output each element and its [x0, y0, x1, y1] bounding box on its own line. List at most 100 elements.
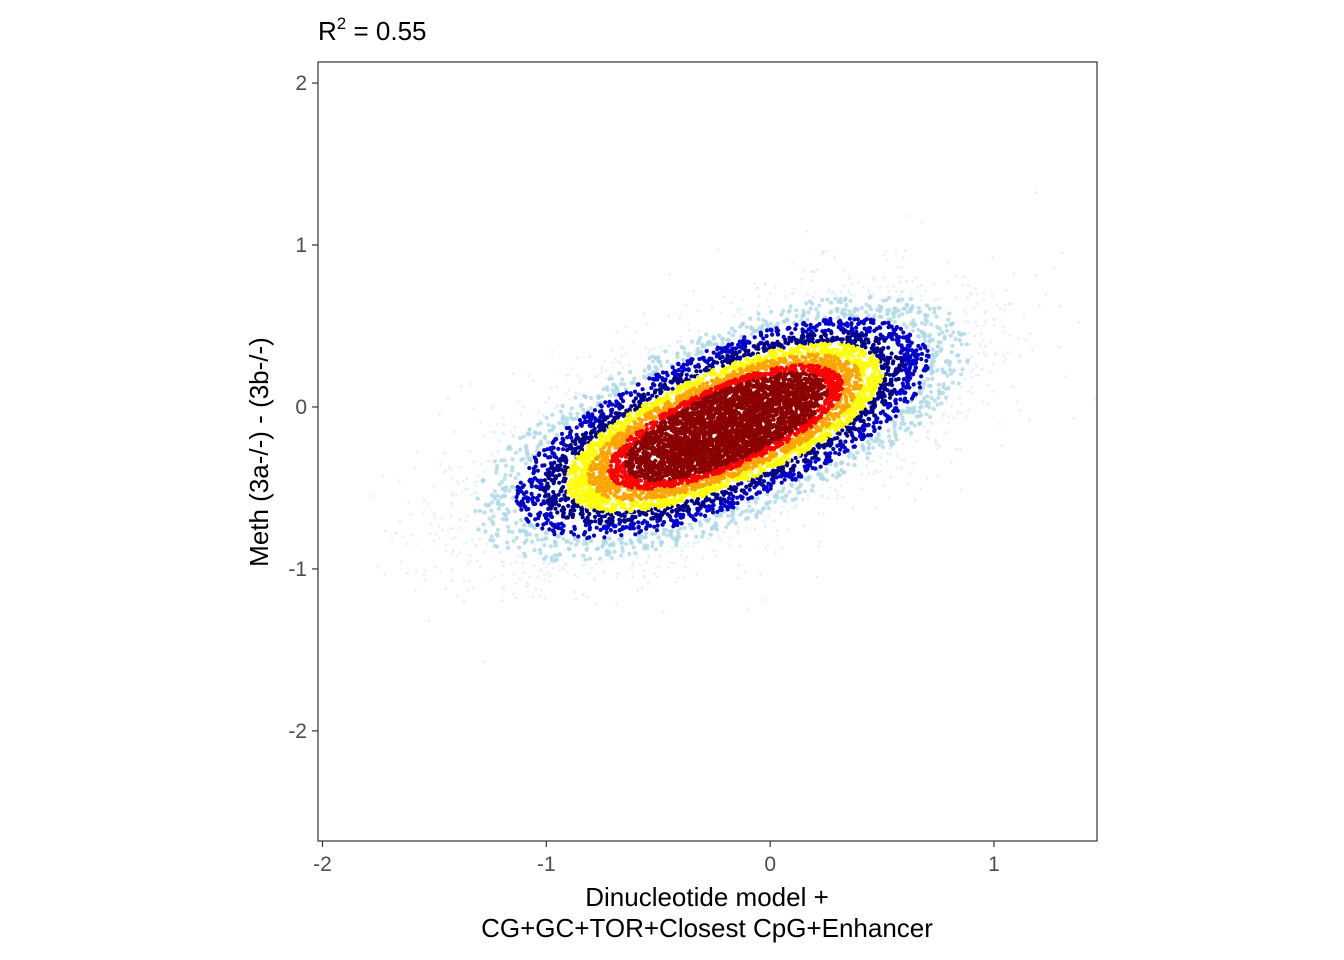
data-point [916, 327, 921, 332]
data-point [537, 547, 543, 552]
data-point [614, 392, 619, 397]
data-point [998, 422, 1002, 425]
data-point [907, 482, 911, 485]
data-point [640, 387, 645, 392]
data-point [557, 533, 562, 539]
data-point [444, 543, 448, 546]
data-point [789, 331, 794, 336]
data-point [675, 528, 680, 534]
data-point [788, 470, 793, 475]
data-point [653, 347, 656, 350]
data-point [872, 413, 877, 418]
data-point [478, 537, 482, 540]
data-point [588, 538, 593, 543]
data-point [576, 539, 581, 544]
data-point [900, 415, 905, 420]
data-point [817, 303, 822, 308]
data-point [631, 563, 635, 567]
data-point [423, 578, 427, 582]
data-point [945, 373, 950, 378]
data-point [900, 297, 905, 302]
data-point [676, 503, 681, 508]
data-point [726, 521, 731, 526]
data-point [911, 382, 916, 387]
data-point [824, 431, 829, 436]
data-point [947, 262, 950, 265]
data-point [846, 462, 851, 467]
data-point [897, 266, 901, 269]
data-point [938, 444, 941, 448]
data-point [886, 428, 891, 433]
data-point [493, 459, 498, 464]
data-point [855, 450, 860, 455]
data-point [540, 537, 545, 542]
data-point [921, 368, 926, 373]
data-point [521, 561, 525, 565]
data-point [871, 320, 876, 326]
data-point [1072, 417, 1076, 421]
data-point [546, 484, 551, 489]
data-point [810, 466, 816, 471]
data-point [722, 295, 726, 299]
data-point [550, 350, 554, 354]
data-point [669, 380, 675, 385]
data-point [566, 496, 571, 501]
data-point [835, 496, 839, 500]
data-point [852, 317, 857, 322]
data-point [991, 294, 995, 298]
data-point [887, 447, 891, 451]
data-point [501, 502, 506, 507]
data-point [851, 354, 856, 359]
data-point [554, 499, 559, 505]
data-point [908, 297, 913, 302]
data-point [500, 516, 506, 522]
data-point [934, 442, 938, 446]
data-point [935, 344, 940, 349]
data-point [884, 298, 889, 303]
data-point [791, 505, 794, 509]
data-point [1008, 302, 1011, 306]
data-point [494, 466, 499, 471]
data-point [694, 534, 699, 539]
data-point [513, 476, 518, 481]
data-point [567, 388, 571, 392]
data-point [440, 517, 444, 521]
data-point [737, 563, 741, 567]
data-point [558, 463, 563, 468]
data-point [471, 538, 474, 542]
data-point [649, 373, 655, 378]
data-point [665, 359, 670, 364]
data-point [729, 301, 733, 305]
data-point [462, 600, 466, 604]
data-point [490, 452, 493, 456]
data-point [886, 317, 891, 322]
data-point [901, 330, 906, 335]
data-point [489, 519, 495, 524]
data-point [518, 577, 521, 581]
data-point [439, 462, 442, 466]
data-point [454, 493, 458, 497]
data-point [947, 363, 952, 368]
data-point [664, 533, 669, 538]
data-point [674, 535, 680, 540]
data-point [540, 588, 543, 592]
data-point [903, 396, 908, 401]
data-point [516, 472, 521, 477]
data-point [590, 423, 596, 428]
data-point [591, 471, 596, 476]
data-point [557, 420, 562, 426]
data-point [818, 511, 821, 515]
data-point [950, 380, 955, 385]
data-point [927, 306, 933, 311]
data-point [615, 389, 620, 394]
data-point [825, 497, 829, 500]
data-point [1060, 251, 1064, 255]
data-point [465, 477, 469, 480]
data-point [600, 506, 605, 511]
data-point [880, 365, 885, 371]
data-point [535, 445, 540, 450]
data-point [942, 336, 947, 341]
data-point [976, 293, 979, 296]
data-point [582, 539, 588, 544]
data-point [694, 511, 700, 516]
